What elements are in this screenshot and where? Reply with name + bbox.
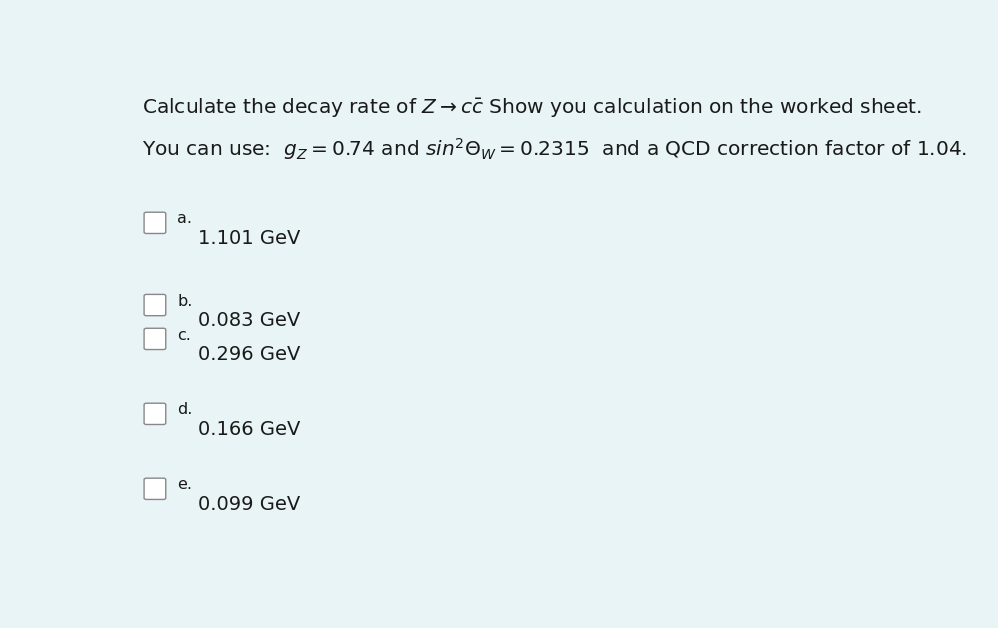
Text: You can use:  $g_Z = 0.74$ and $sin^2\Theta_W = 0.2315$  and a QCD correction fa: You can use: $g_Z = 0.74$ and $sin^2\The… [142,136,967,161]
Text: Calculate the decay rate of $Z \rightarrow c\bar{c}$ Show you calculation on the: Calculate the decay rate of $Z \rightarr… [142,97,921,120]
FancyBboxPatch shape [144,295,166,316]
Text: 0.166 GeV: 0.166 GeV [199,420,300,438]
FancyBboxPatch shape [144,328,166,350]
Text: 1.101 GeV: 1.101 GeV [199,229,300,247]
Text: c.: c. [178,328,192,342]
FancyBboxPatch shape [144,478,166,499]
Text: e.: e. [178,477,193,492]
Text: a.: a. [178,212,193,227]
Text: 0.296 GeV: 0.296 GeV [199,345,300,364]
FancyBboxPatch shape [144,403,166,425]
FancyBboxPatch shape [144,212,166,234]
Text: 0.099 GeV: 0.099 GeV [199,495,300,514]
Text: b.: b. [178,294,193,309]
Text: d.: d. [178,403,193,418]
Text: 0.083 GeV: 0.083 GeV [199,311,300,330]
